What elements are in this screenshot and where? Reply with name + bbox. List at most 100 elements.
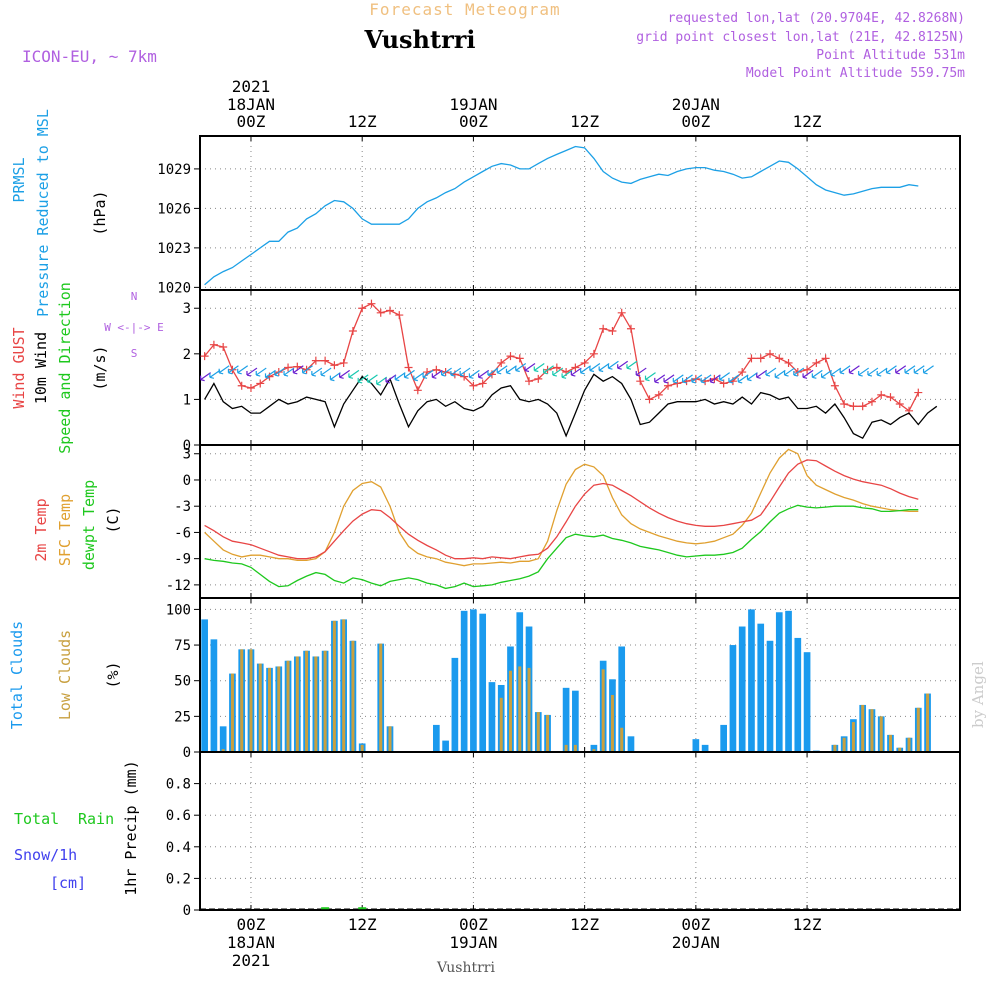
y-tick-label: 1029 [157,162,191,178]
wind-arrow [301,365,313,375]
total-cloud-bar [488,682,496,752]
gust-marker [784,358,793,367]
total-cloud-bar [803,652,811,752]
wind-speed-line [204,373,938,440]
low-cloud-bar [360,744,364,752]
wind-arrow [283,367,295,377]
gust-marker [803,365,812,374]
gust-marker [358,304,367,313]
wind-arrow [580,365,591,375]
y-tick-label: 100 [166,602,191,618]
gust-marker [469,381,478,390]
low-cloud-bar [249,649,253,752]
top-time-tick: 12Z [793,112,822,131]
y-tick-label: 1023 [157,241,191,257]
wind-arrow [441,367,452,377]
y-tick-label: 0 [183,473,191,489]
wind-arrow [728,374,740,384]
total-cloud-bar [729,645,737,752]
low-cloud-bar [888,734,892,752]
temp-2m-label: 2m Temp [32,498,50,561]
low-cloud-bar [388,726,392,752]
wind-arrow [348,369,360,379]
wind-arrow [904,365,916,375]
low-cloud-bar [258,663,262,752]
low-cloud-bar [295,656,299,752]
low-cloud-bar [592,749,596,752]
wind-arrow [339,369,351,379]
wind-arrow [394,372,406,382]
panel-3: 0 25 50 75 100 [166,597,961,761]
gust-marker [608,327,617,336]
wind-arrow [607,360,619,370]
gust-marker [330,361,339,370]
low-cloud-bar [916,707,920,752]
wind-arrow [524,363,536,373]
total-cloud-bar [701,744,709,752]
gust-marker [256,379,265,388]
wind-arrow [487,367,499,377]
total-cloud-bar [618,646,626,752]
bottom-date-label: 2021 [232,951,271,970]
wind-arrow [478,369,490,379]
low-cloud-bar [305,650,309,752]
wind-arrow [802,369,814,379]
gust-marker [219,342,228,351]
panels: 10201023102610290123-12-9-6-303025507510… [157,135,961,919]
low-cloud-bar [861,704,865,752]
wind-arrow [515,363,527,373]
low-cloud-bar [351,640,355,752]
gust-marker [515,354,524,363]
top-date-label: 19JAN [449,95,497,114]
wind-unit: (m/s) [91,345,109,390]
compass-n: N [131,290,138,303]
total-cloud-bar [479,613,487,752]
sfc-temp-label: SFC Temp [56,494,74,566]
top-time-tick: 00Z [237,112,266,131]
wind-arrow [719,372,731,382]
gust-marker [284,363,293,372]
top-time-tick: 00Z [459,112,488,131]
top-date-label: 2021 [232,77,271,96]
footer-station: Vushtrri [436,960,495,976]
panel-2: -12 -9 -6 -3 0 3 [166,444,961,599]
y-tick-label: 0 [183,903,191,919]
wind-arrow [811,369,823,379]
low-cloud-bar [833,744,837,752]
wind-arrow [783,367,795,377]
gust-marker [200,352,209,361]
wind-arrow [200,372,211,382]
wind-arrow [848,365,860,375]
gust-marker [404,363,413,372]
wind-arrow [366,374,378,384]
low-cloud-bar [620,727,624,752]
gust-marker [664,381,673,390]
panel-0: 1020 1023 1026 1029 [157,135,961,296]
total-cloud-bar [442,740,449,752]
y-tick-label: 1 [183,392,191,408]
pressure-label: PRMSL [10,157,28,202]
precip-total-label: Total [14,810,59,828]
wind-arrow [413,372,425,382]
total-cloud-bar [748,609,755,752]
wind-arrow [858,367,870,377]
gust-marker [478,379,487,388]
wind-arrow [570,367,582,377]
y-tick-label: 3 [183,301,191,317]
panel-frame [199,444,961,599]
gust-marker [571,363,580,372]
low-cloud-bar [268,667,272,752]
gust-marker [858,402,867,411]
wind-arrow [468,369,480,379]
wind-arrow [635,367,647,377]
wind-arrow [598,363,610,373]
pressure-line [204,145,919,286]
gust-marker [775,354,784,363]
wind-arrow [709,374,721,384]
bottom-time-tick: 12Z [570,915,599,934]
gust-marker [877,390,886,399]
gust-marker [237,381,246,390]
wind-arrow [626,360,638,370]
low-cloud-bar [573,744,577,752]
